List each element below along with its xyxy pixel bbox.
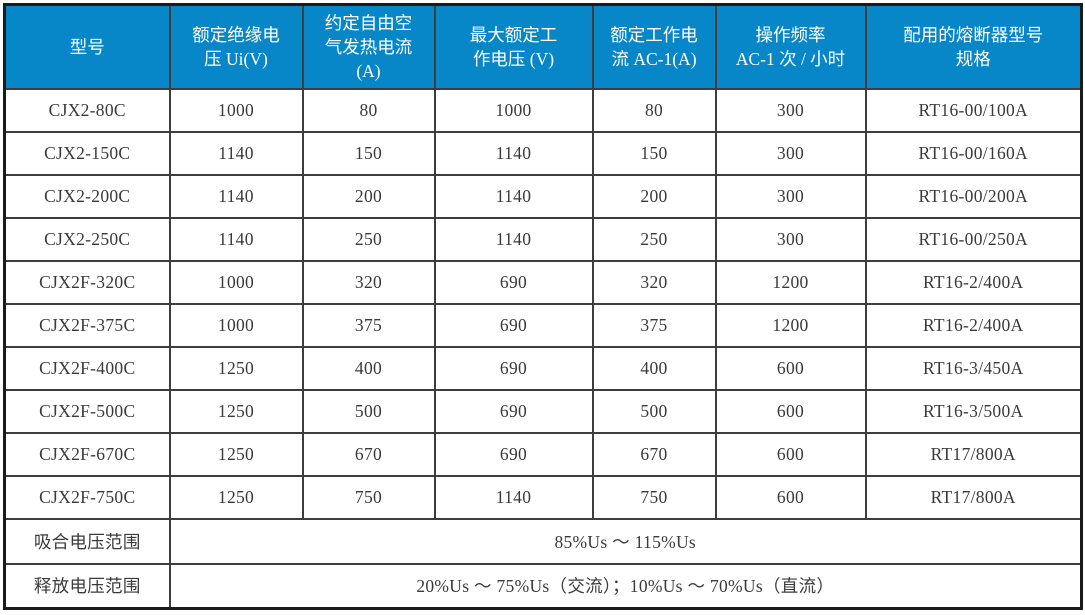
cell-ie: 500 (591, 388, 717, 434)
cell-freq: 300 (714, 87, 867, 133)
release-voltage-row: 释放电压范围 20%Us ～ 75%Us（交流）；10%Us ～ 70%Us（直… (3, 562, 1083, 610)
cell-ui: 1250 (168, 345, 304, 391)
table-row: CJX2F-750C 1250 750 1140 750 600 RT17/80… (3, 474, 1083, 520)
cell-ue: 1140 (433, 216, 594, 262)
contactor-spec-table: 型号 额定绝缘电 压 Ui(V) 约定自由空 气发热电流 (A) 最大额定工 作… (3, 3, 1083, 610)
table-body: CJX2-80C 1000 80 1000 80 300 RT16-00/100… (3, 87, 1083, 610)
cell-freq: 600 (714, 388, 867, 434)
cell-fuse: RT16-2/400A (864, 302, 1083, 348)
cell-ue: 1140 (433, 474, 594, 520)
cell-ui: 1250 (168, 388, 304, 434)
cell-ue: 690 (433, 345, 594, 391)
cell-ith: 150 (301, 130, 436, 176)
cell-ie: 200 (591, 173, 717, 219)
cell-ie: 80 (591, 87, 717, 133)
cell-model: CJX2-200C (3, 173, 171, 219)
cell-fuse: RT17/800A (864, 474, 1083, 520)
cell-ui: 1000 (168, 87, 304, 133)
cell-ue: 690 (433, 388, 594, 434)
table-row: CJX2-250C 1140 250 1140 250 300 RT16-00/… (3, 216, 1083, 262)
cell-ui: 1140 (168, 216, 304, 262)
header-max-working-voltage: 最大额定工 作电压 (V) (433, 3, 594, 90)
cell-fuse: RT16-00/200A (864, 173, 1083, 219)
cell-ith: 375 (301, 302, 436, 348)
cell-fuse: RT16-00/100A (864, 87, 1083, 133)
cell-ith: 80 (301, 87, 436, 133)
cell-ue: 1000 (433, 87, 594, 133)
cell-ith: 400 (301, 345, 436, 391)
pickup-voltage-label: 吸合电压范围 (3, 517, 171, 565)
cell-model: CJX2-150C (3, 130, 171, 176)
cell-ue: 1140 (433, 130, 594, 176)
cell-ith: 670 (301, 431, 436, 477)
cell-ie: 250 (591, 216, 717, 262)
table-row: CJX2F-670C 1250 670 690 670 600 RT17/800… (3, 431, 1083, 477)
cell-ui: 1000 (168, 259, 304, 305)
cell-model: CJX2-80C (3, 87, 171, 133)
cell-fuse: RT17/800A (864, 431, 1083, 477)
table-row: CJX2F-375C 1000 375 690 375 1200 RT16-2/… (3, 302, 1083, 348)
table-row: CJX2-150C 1140 150 1140 150 300 RT16-00/… (3, 130, 1083, 176)
header-operating-frequency: 操作频率 AC-1 次 / 小时 (714, 3, 867, 90)
cell-freq: 300 (714, 216, 867, 262)
cell-fuse: RT16-3/500A (864, 388, 1083, 434)
cell-freq: 600 (714, 345, 867, 391)
cell-fuse: RT16-2/400A (864, 259, 1083, 305)
cell-model: CJX2F-320C (3, 259, 171, 305)
cell-ie: 750 (591, 474, 717, 520)
cell-ue: 690 (433, 431, 594, 477)
header-model: 型号 (3, 3, 171, 90)
cell-ui: 1250 (168, 431, 304, 477)
release-voltage-label: 释放电压范围 (3, 562, 171, 610)
cell-ui: 1250 (168, 474, 304, 520)
table-header: 型号 额定绝缘电 压 Ui(V) 约定自由空 气发热电流 (A) 最大额定工 作… (3, 3, 1083, 90)
cell-ith: 200 (301, 173, 436, 219)
cell-ie: 670 (591, 431, 717, 477)
cell-freq: 1200 (714, 259, 867, 305)
table-row: CJX2F-500C 1250 500 690 500 600 RT16-3/5… (3, 388, 1083, 434)
cell-ue: 690 (433, 302, 594, 348)
header-row: 型号 额定绝缘电 压 Ui(V) 约定自由空 气发热电流 (A) 最大额定工 作… (3, 3, 1083, 90)
table-row: CJX2F-320C 1000 320 690 320 1200 RT16-2/… (3, 259, 1083, 305)
cell-ie: 150 (591, 130, 717, 176)
cell-ue: 690 (433, 259, 594, 305)
header-fuse-spec: 配用的熔断器型号 规格 (864, 3, 1083, 90)
cell-ue: 1140 (433, 173, 594, 219)
page: { "table": { "headers": [ "型号", "额定绝缘电\n… (0, 3, 1085, 615)
cell-model: CJX2F-500C (3, 388, 171, 434)
cell-model: CJX2-250C (3, 216, 171, 262)
cell-freq: 1200 (714, 302, 867, 348)
cell-ie: 320 (591, 259, 717, 305)
cell-model: CJX2F-400C (3, 345, 171, 391)
table-row: CJX2-80C 1000 80 1000 80 300 RT16-00/100… (3, 87, 1083, 133)
cell-ith: 320 (301, 259, 436, 305)
cell-fuse: RT16-00/250A (864, 216, 1083, 262)
cell-fuse: RT16-00/160A (864, 130, 1083, 176)
table-row: CJX2-200C 1140 200 1140 200 300 RT16-00/… (3, 173, 1083, 219)
cell-model: CJX2F-670C (3, 431, 171, 477)
cell-model: CJX2F-750C (3, 474, 171, 520)
cell-freq: 600 (714, 474, 867, 520)
cell-ui: 1140 (168, 173, 304, 219)
cell-freq: 600 (714, 431, 867, 477)
cell-freq: 300 (714, 173, 867, 219)
cell-ui: 1140 (168, 130, 304, 176)
cell-ie: 400 (591, 345, 717, 391)
pickup-voltage-value: 85%Us ～ 115%Us (168, 517, 1083, 565)
cell-fuse: RT16-3/450A (864, 345, 1083, 391)
table-row: CJX2F-400C 1250 400 690 400 600 RT16-3/4… (3, 345, 1083, 391)
header-conventional-thermal-current: 约定自由空 气发热电流 (A) (301, 3, 436, 90)
cell-freq: 300 (714, 130, 867, 176)
release-voltage-value: 20%Us ～ 75%Us（交流）；10%Us ～ 70%Us（直流） (168, 562, 1083, 610)
cell-ith: 250 (301, 216, 436, 262)
header-rated-insulation-voltage: 额定绝缘电 压 Ui(V) (168, 3, 304, 90)
pickup-voltage-row: 吸合电压范围 85%Us ～ 115%Us (3, 517, 1083, 565)
header-rated-working-current: 额定工作电 流 AC-1(A) (591, 3, 717, 90)
cell-ith: 750 (301, 474, 436, 520)
cell-ie: 375 (591, 302, 717, 348)
cell-model: CJX2F-375C (3, 302, 171, 348)
cell-ith: 500 (301, 388, 436, 434)
cell-ui: 1000 (168, 302, 304, 348)
